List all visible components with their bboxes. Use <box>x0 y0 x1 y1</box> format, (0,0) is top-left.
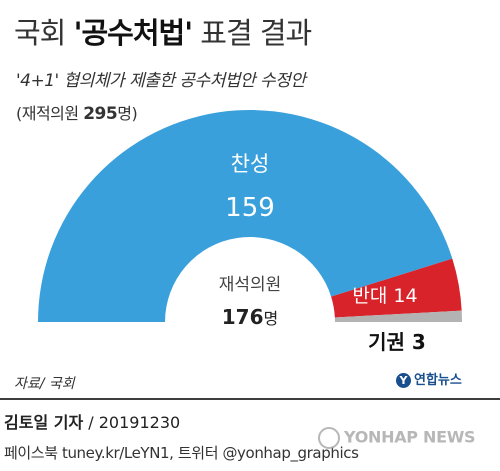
slice-3-arc <box>334 310 462 322</box>
center-label: 재석의원 <box>219 275 282 295</box>
source-note: 자료/ 국회 <box>14 376 75 392</box>
slice-1-value: 159 <box>225 193 275 223</box>
chart-title: 국회 '공수처법' 표결 결과 <box>14 10 312 52</box>
yonhap-logo-icon: Y <box>396 373 411 388</box>
attendance-suffix: 명) <box>117 104 138 123</box>
vote-donut-chart: 찬성 159 반대 14 기권 3 재석의원 176명 <box>38 109 462 354</box>
slice-2-label: 반대 14 <box>352 285 417 307</box>
reporter-name: 김토일 기자 <box>4 413 84 432</box>
attendance-count: 295 <box>83 104 118 124</box>
watermark-text: YONHAP NEWS <box>344 427 476 447</box>
reporter-date: / 20191230 <box>83 413 181 432</box>
title-bold: '공수처법' <box>73 16 193 50</box>
yonhap-watermark: YONHAP NEWS <box>318 427 476 449</box>
slice-3-label: 기권 3 <box>368 330 426 354</box>
slice-1-arc <box>38 109 453 322</box>
chart-subtitle: '4+1' 협의체가 제출한 공수처법안 수정안 <box>16 71 306 91</box>
slice-1-label: 찬성 <box>231 152 270 176</box>
social-links: 페이스북 tuney.kr/LeYN1, 트위터 @yonhap_graphic… <box>4 444 359 462</box>
watermark-icon <box>318 427 340 449</box>
footer-divider <box>0 398 500 400</box>
attendance-prefix: (재적의원 <box>16 104 84 123</box>
reporter-credit: 김토일 기자 / 20191230 <box>4 409 180 433</box>
title-prefix: 국회 <box>14 16 74 50</box>
title-suffix: 표결 결과 <box>192 16 312 50</box>
slice-2-arc <box>331 258 462 318</box>
attendance-note: (재적의원 295명) <box>16 100 138 124</box>
yonhap-logo-text: 연합뉴스 <box>414 373 462 388</box>
center-value: 176명 <box>222 305 278 329</box>
yonhap-logo: Y 연합뉴스 <box>396 369 462 388</box>
